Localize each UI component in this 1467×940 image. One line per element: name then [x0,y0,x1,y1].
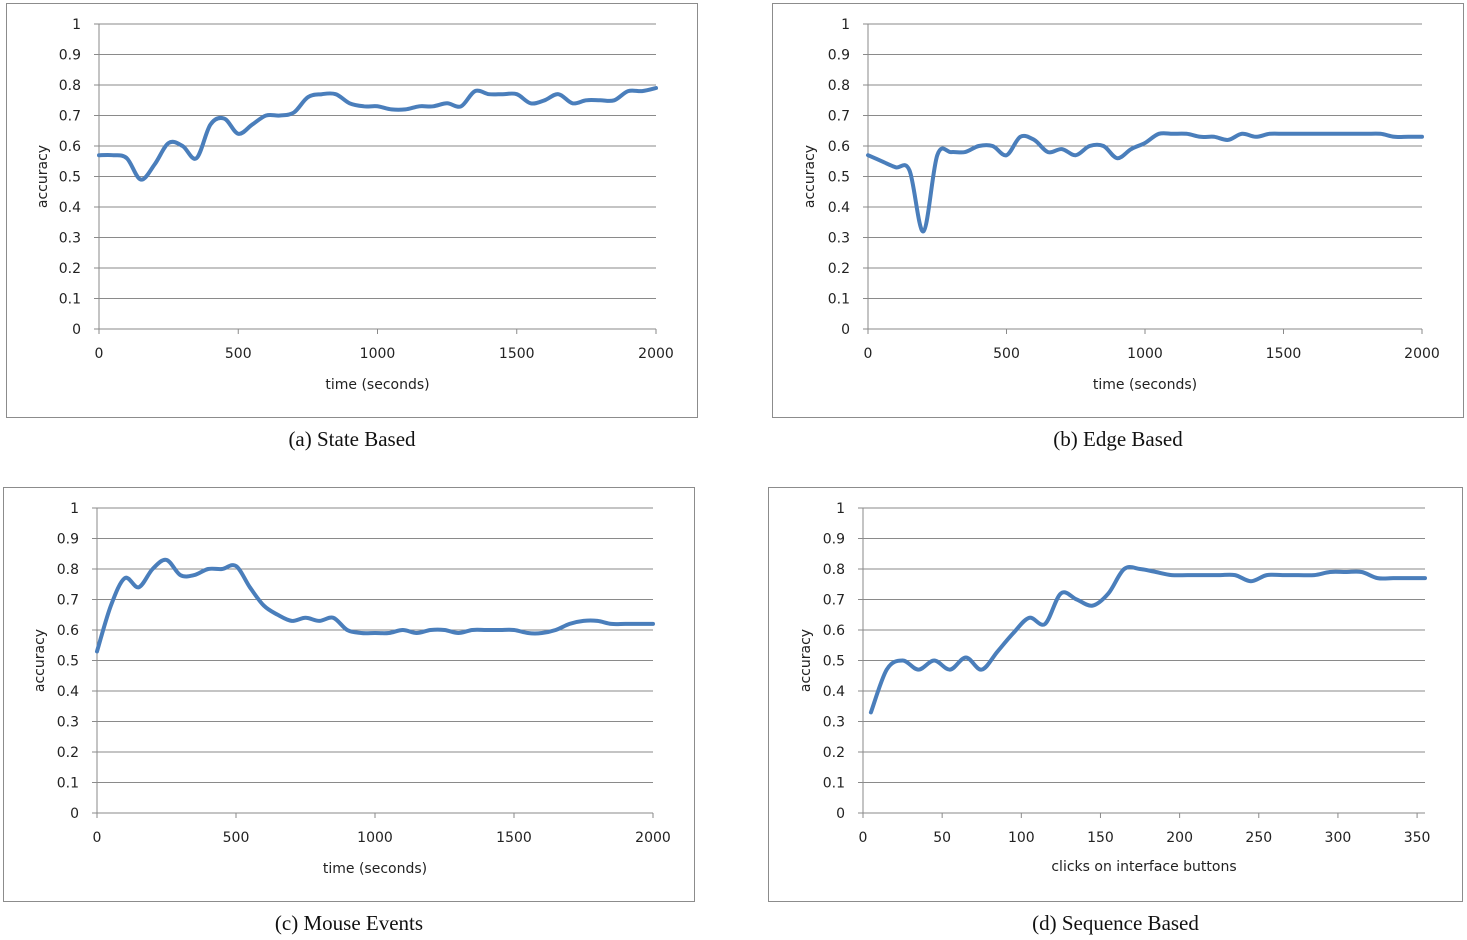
x-tick-label: 150 [1087,830,1114,846]
y-tick-label: 0.4 [828,200,850,216]
series-line-0 [97,86,658,182]
y-tick-label: 0 [72,322,81,338]
x-tick-label: 1500 [1266,346,1302,362]
chart-edge-based: 0 0.1 0.2 0.3 0.4 0.5 0.6 0.7 0.8 0.9 1 0 500 1000 150… [802,17,1440,393]
x-tick-label: 2000 [638,346,674,362]
x-tick-label: 1500 [499,346,535,362]
y-tick-label: 0.8 [59,78,81,94]
x-tick-label: 250 [1245,830,1272,846]
y-axis-title: accuracy [35,145,51,208]
y-tick-label: 0.7 [828,109,850,125]
chart-sequence-based: 0 0.1 0.2 0.3 0.4 0.5 0.6 0.7 0.8 0.9 1 0 50 100 150 20… [798,501,1431,875]
y-axis-title: accuracy [32,629,48,692]
y-tick-label: 0.4 [59,200,81,216]
y-tick-label: 0.2 [823,745,845,761]
y-tick-label: 1 [72,17,81,33]
chart-frame-b [772,3,1464,418]
caption-edge-based: (b) Edge Based [1053,427,1183,451]
y-tick-label: 0 [841,322,850,338]
y-tick-label: 0.9 [828,48,850,64]
y-tick-label: 0.1 [59,292,81,308]
series-line-0 [866,131,1424,234]
x-tick-label: 0 [93,830,102,846]
chart-state-based: 0 0.1 0.2 0.3 0.4 0.5 0.6 0.7 0.8 0.9 1 0 500 1000 150… [35,17,674,393]
y-tick-label: 0.5 [59,170,81,186]
y-tick-label: 0.3 [57,715,79,731]
y-tick-label: 0.8 [828,78,850,94]
y-tick-label: 0.1 [823,776,845,792]
y-tick-label: 0.2 [59,261,81,277]
caption-state-based: (a) State Based [288,427,416,451]
x-tick-label: 100 [1008,830,1035,846]
x-tick-label: 50 [933,830,951,846]
x-tick-label: 2000 [635,830,671,846]
y-tick-label: 0.7 [823,593,845,609]
x-tick-label: 500 [993,346,1020,362]
y-tick-label: 0.6 [57,623,79,639]
y-tick-label: 0.4 [57,684,79,700]
y-tick-label: 0.2 [57,745,79,761]
y-tick-label: 0.7 [59,109,81,125]
y-tick-label: 0.5 [57,654,79,670]
x-tick-label: 500 [225,346,252,362]
x-tick-label: 0 [859,830,868,846]
x-tick-label: 200 [1166,830,1193,846]
series-line-0 [868,565,1427,715]
y-tick-label: 0.3 [823,715,845,731]
chart-mouse-events: 0 0.1 0.2 0.3 0.4 0.5 0.6 0.7 0.8 0.9 1 0 500 1000 150… [32,501,671,877]
x-axis-title: clicks on interface buttons [1051,859,1236,875]
x-tick-label: 1000 [360,346,396,362]
y-tick-label: 1 [841,17,850,33]
x-tick-label: 300 [1325,830,1352,846]
y-tick-label: 1 [836,501,845,517]
y-tick-label: 0.6 [823,623,845,639]
series-line-0 [95,557,655,654]
y-tick-label: 0.3 [828,231,850,247]
x-tick-label: 2000 [1404,346,1440,362]
y-tick-label: 1 [70,501,79,517]
x-tick-label: 1000 [1127,346,1163,362]
x-tick-label: 350 [1404,830,1431,846]
chart-frame-a [6,3,698,418]
x-tick-label: 0 [95,346,104,362]
x-tick-label: 500 [223,830,250,846]
y-tick-label: 0.8 [57,562,79,578]
y-tick-label: 0.5 [823,654,845,670]
x-tick-label: 0 [864,346,873,362]
y-axis-title: accuracy [798,629,814,692]
x-axis-title: time (seconds) [325,377,429,393]
chart-frame-d [768,487,1463,902]
y-tick-label: 0.6 [59,139,81,155]
x-tick-label: 1000 [357,830,393,846]
y-axis-title: accuracy [802,145,818,208]
y-tick-label: 0.9 [59,48,81,64]
y-tick-label: 0.6 [828,139,850,155]
y-tick-label: 0.2 [828,261,850,277]
chart-frame-c [3,487,695,902]
y-tick-label: 0.1 [57,776,79,792]
y-tick-label: 0 [70,806,79,822]
x-axis-title: time (seconds) [323,861,427,877]
caption-sequence-based: (d) Sequence Based [1032,911,1199,935]
y-tick-label: 0.3 [59,231,81,247]
y-tick-label: 0.5 [828,170,850,186]
y-tick-label: 0.8 [823,562,845,578]
y-tick-label: 0.7 [57,593,79,609]
y-tick-label: 0.9 [57,532,79,548]
y-tick-label: 0 [836,806,845,822]
caption-mouse-events: (c) Mouse Events [274,911,424,935]
x-axis-title: time (seconds) [1093,377,1197,393]
y-tick-label: 0.1 [828,292,850,308]
y-tick-label: 0.9 [823,532,845,548]
y-tick-label: 0.4 [823,684,845,700]
x-tick-label: 1500 [496,830,532,846]
